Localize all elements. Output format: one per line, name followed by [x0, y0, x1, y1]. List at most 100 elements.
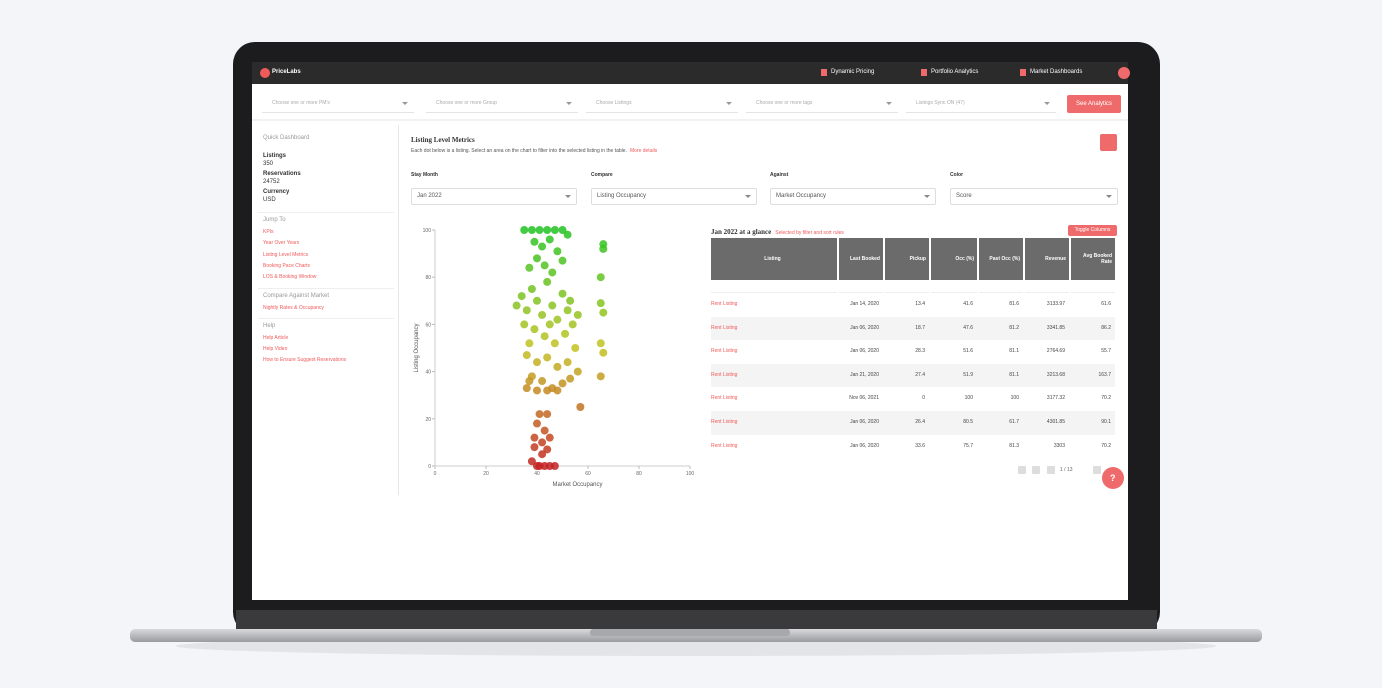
- section-rule: [258, 287, 394, 289]
- sidebar-link[interactable]: Booking Pace Charts: [263, 262, 310, 269]
- pager-button[interactable]: [1047, 466, 1055, 474]
- scatter-point: [599, 244, 608, 253]
- sidebar-link[interactable]: How to Ensure Suggest Reservations: [263, 357, 347, 364]
- select[interactable]: Market Occupancy: [770, 188, 936, 205]
- scatter-point: [553, 247, 562, 256]
- scatter-point: [596, 372, 605, 381]
- table-cell[interactable]: Rent Listing: [711, 419, 738, 425]
- scatter-point: [520, 320, 529, 329]
- x-tick-label: 40: [534, 471, 540, 477]
- sidebar-link[interactable]: KPIs: [263, 229, 274, 235]
- notch: [590, 629, 790, 636]
- scatter-point: [563, 306, 572, 315]
- y-tick-label: 0: [428, 464, 431, 470]
- scatter-point: [525, 263, 534, 272]
- dropdown[interactable]: Choose one or more tags: [746, 94, 898, 113]
- scatter-point: [558, 289, 567, 298]
- table-cell: Jan 14, 2020: [850, 301, 879, 307]
- y-axis-label: Listing Occupancy: [414, 323, 420, 372]
- chevron: [745, 195, 751, 201]
- sidebar-link[interactable]: LOS & Booking Window: [263, 274, 317, 281]
- scatter-point: [553, 386, 562, 395]
- table-cell: 75.7: [963, 442, 973, 449]
- stat-value: USD: [263, 197, 276, 203]
- scatter-point: [535, 410, 544, 419]
- y-tick-label: 20: [425, 417, 431, 423]
- scatter-point: [599, 308, 608, 317]
- dropdown[interactable]: Choose one or more PM's: [262, 94, 414, 113]
- scatter-point: [573, 310, 582, 319]
- pager-button[interactable]: [1093, 466, 1101, 474]
- sidebar-link[interactable]: Help Article: [263, 334, 289, 341]
- sidebar-link[interactable]: Help Video: [263, 346, 288, 353]
- scatter-point: [530, 443, 539, 452]
- scatter-point: [543, 410, 552, 419]
- scatter-point: [527, 285, 536, 293]
- table-cell: 47.6: [963, 324, 973, 331]
- dropdown[interactable]: Choose Listings: [586, 94, 738, 113]
- select[interactable]: Jan 2022: [411, 188, 577, 205]
- scatter-point: [545, 320, 554, 329]
- select-value: Market Occupancy: [776, 193, 827, 199]
- column-header[interactable]: Occ (%): [931, 238, 977, 280]
- scatter-point: [533, 386, 541, 395]
- nav-icon: [821, 69, 827, 76]
- table-cell: 3303: [1053, 442, 1065, 449]
- table-cell: 81.3: [1009, 442, 1019, 449]
- scatter-point: [548, 268, 557, 277]
- pager-button[interactable]: [1018, 466, 1026, 474]
- column-header[interactable]: Avg Booked Rate: [1071, 238, 1115, 280]
- scatter-point: [517, 292, 526, 301]
- toggle-columns-button[interactable]: Toggle Columns: [1068, 225, 1117, 236]
- scatter-point: [533, 419, 541, 428]
- table-cell[interactable]: Rent Listing: [711, 324, 738, 331]
- help-button[interactable]: ?: [1110, 473, 1116, 483]
- sidebar-link[interactable]: Year Over Years: [263, 240, 300, 247]
- table-cell[interactable]: Rent Listing: [711, 395, 738, 402]
- nav-item[interactable]: Portfolio Analytics: [931, 69, 979, 75]
- section-rule: [258, 212, 394, 213]
- table-cell[interactable]: Rent Listing: [711, 348, 738, 355]
- scatter-point: [540, 261, 549, 270]
- table-cell[interactable]: Rent Listing: [711, 371, 738, 378]
- dropdown[interactable]: Listings Sync ON (47): [906, 94, 1056, 113]
- column-header[interactable]: Listing: [711, 238, 837, 280]
- table-cell[interactable]: Rent Listing: [711, 442, 738, 449]
- column-header[interactable]: Past Occ (%): [979, 238, 1023, 280]
- scatter-point: [553, 362, 562, 371]
- pager-button[interactable]: [1032, 466, 1040, 474]
- nav-item[interactable]: Dynamic Pricing: [831, 69, 875, 75]
- scatter-point: [553, 315, 562, 324]
- table-cell: 70.2: [1101, 442, 1111, 449]
- sidebar-link[interactable]: Listing Level Metrics: [263, 251, 309, 258]
- see-analytics-button[interactable]: See Analytics: [1067, 95, 1121, 113]
- scatter-point: [599, 348, 608, 357]
- stat-value: 350: [263, 161, 274, 167]
- scatter-point: [543, 226, 552, 234]
- scatter-point: [596, 273, 605, 282]
- scatter-point: [558, 256, 567, 265]
- help-circle[interactable]: [1102, 467, 1124, 489]
- table-cell: 0: [922, 395, 925, 402]
- column-header[interactable]: Last Booked: [839, 238, 883, 280]
- dropdown[interactable]: Choose one or more Group: [426, 94, 578, 113]
- sidebar-link[interactable]: Nightly Rates & Occupancy: [263, 304, 324, 311]
- scatter-point: [527, 226, 536, 234]
- table-cell[interactable]: Rent Listing: [711, 301, 738, 307]
- subtitle-link[interactable]: More details: [629, 148, 658, 154]
- column-header[interactable]: Revenue: [1025, 238, 1069, 280]
- nav-item[interactable]: Market Dashboards: [1030, 69, 1083, 75]
- select[interactable]: Score: [950, 188, 1118, 205]
- table-cell: 3133.97: [1046, 301, 1065, 307]
- menu-button[interactable]: [1100, 134, 1117, 151]
- scatter-point: [527, 457, 536, 466]
- section-title: Jump To: [263, 217, 286, 223]
- logo-icon: [260, 68, 270, 78]
- table-cell: 100: [1010, 395, 1019, 402]
- table-cell: 81.6: [1009, 301, 1019, 307]
- column-header[interactable]: Pickup: [885, 238, 929, 280]
- table-cell: 3341.85: [1046, 324, 1065, 331]
- table-cell: 13.4: [915, 301, 925, 307]
- select[interactable]: Listing Occupancy: [591, 188, 757, 205]
